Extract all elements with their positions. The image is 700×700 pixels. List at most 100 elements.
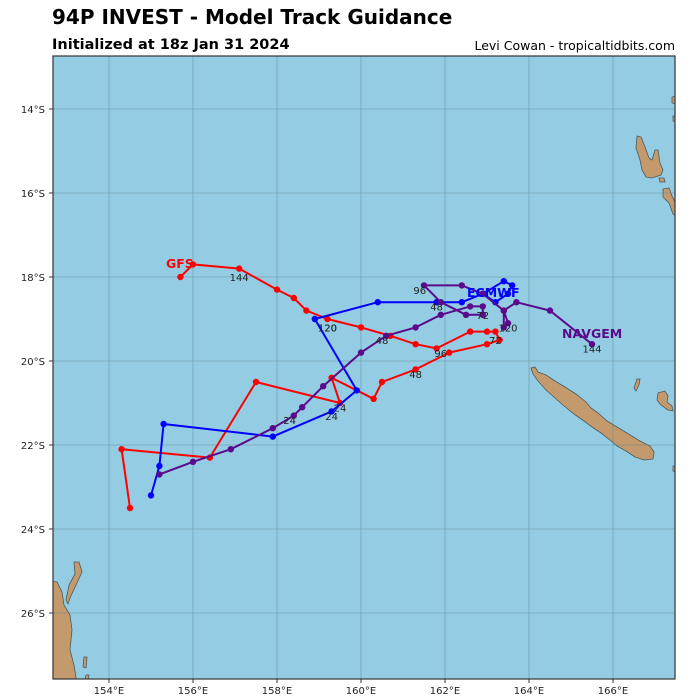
track-point	[492, 328, 499, 335]
track-point	[328, 408, 335, 415]
track-point	[588, 341, 596, 348]
loyalty-island-1	[633, 378, 641, 392]
navgem-track: 24 48 72 96 120 144	[156, 282, 602, 478]
track-point	[303, 307, 310, 314]
track-point	[483, 341, 491, 348]
forecast-hour-label: 24	[334, 403, 347, 414]
gridlines	[53, 56, 675, 679]
track-point	[546, 307, 554, 314]
fraser-island-land	[65, 561, 83, 606]
track-point	[160, 420, 167, 428]
lon-tick-label: 158°E	[262, 686, 292, 697]
forecast-hour-label: 48	[376, 336, 389, 347]
lon-tick-labels: 154°E 156°E 158°E 160°E 162°E 164°E 166°…	[94, 686, 628, 697]
track-point	[412, 341, 419, 348]
navgem-model-label: NAVGEM	[562, 326, 622, 341]
track-point	[446, 349, 453, 356]
forecast-hour-label: 24	[325, 412, 338, 423]
track-point	[118, 446, 125, 453]
lat-tick-label: 24°S	[21, 525, 45, 536]
gfs-track: 24 48 72 96 120 144	[118, 261, 503, 512]
track-point	[227, 446, 234, 453]
track-point	[458, 282, 465, 289]
vanuatu-malekula-land	[662, 187, 675, 216]
init-time-subtitle: Initialized at 18z Jan 31 2024	[52, 37, 290, 53]
forecast-hour-label: 48	[409, 370, 422, 381]
forecast-hour-label: 120	[318, 324, 337, 335]
moreton-island-land	[82, 656, 90, 679]
page-title: 94P INVEST - Model Track Guidance	[52, 5, 453, 29]
forecast-hour-label: 144	[230, 273, 249, 284]
track-point	[273, 286, 281, 293]
lon-tick-label: 166°E	[598, 686, 628, 697]
track-point	[467, 328, 474, 335]
lon-tick-label: 164°E	[514, 686, 544, 697]
track-point	[462, 311, 470, 318]
track-point	[320, 383, 327, 390]
track-point	[479, 290, 486, 297]
forecast-hour-label: 120	[318, 324, 337, 335]
axis-ticks	[49, 108, 614, 683]
track-point	[357, 324, 365, 331]
track-point	[504, 290, 512, 297]
track-point	[370, 395, 377, 402]
lat-tick-label: 20°S	[21, 357, 45, 368]
ecmwf-track: 24 48 120	[147, 278, 516, 499]
track-point	[252, 378, 260, 386]
track-point	[269, 433, 276, 440]
forecast-hour-label: 144	[582, 345, 601, 356]
track-point	[483, 328, 491, 335]
track-point	[500, 307, 507, 314]
lon-tick-label: 154°E	[94, 686, 124, 697]
track-point	[177, 273, 184, 281]
lat-tick-label: 18°S	[21, 273, 45, 284]
track-point	[496, 336, 503, 344]
lat-tick-labels: 14°S 16°S 18°S 20°S 22°S 24°S 26°S	[21, 105, 45, 620]
track-point	[437, 311, 444, 318]
track-point	[479, 303, 486, 310]
track-point	[353, 387, 360, 394]
track-point	[147, 492, 155, 499]
credit-text: Levi Cowan - tropicaltidbits.com	[474, 38, 675, 53]
track-point	[500, 278, 507, 285]
forecast-hour-label: 96	[434, 349, 447, 360]
forecast-hour-label: 72	[489, 336, 502, 347]
track-point	[290, 412, 297, 419]
loyalty-island-2	[656, 390, 674, 412]
track-point	[412, 324, 419, 331]
track-point	[189, 458, 197, 465]
track-point	[437, 299, 444, 306]
track-point	[299, 404, 306, 411]
track-point	[509, 282, 516, 289]
track-point	[412, 366, 419, 373]
australia-land	[53, 581, 77, 679]
track-point	[513, 299, 520, 306]
forecast-hour-label: 48	[430, 303, 443, 314]
track-point	[467, 303, 474, 310]
track-point	[156, 462, 163, 470]
track-point	[357, 349, 365, 356]
ecmwf-model-label: ECMWF	[467, 285, 519, 300]
forecast-hour-label: 96	[413, 286, 426, 297]
track-point	[126, 504, 134, 512]
forecast-hour-label: 24	[283, 416, 296, 427]
new-caledonia-land	[530, 366, 655, 461]
track-point	[378, 378, 386, 386]
ocean	[53, 56, 675, 679]
forecast-hour-label: 120	[498, 324, 517, 335]
track-point	[420, 282, 428, 289]
lon-tick-label: 162°E	[430, 686, 460, 697]
track-point	[479, 311, 486, 318]
track-point	[311, 315, 318, 323]
lat-tick-label: 16°S	[21, 189, 45, 200]
forecast-hour-label: 72	[476, 311, 489, 322]
track-point	[433, 345, 440, 352]
lon-tick-label: 160°E	[346, 686, 376, 697]
lat-tick-label: 22°S	[21, 441, 45, 452]
track-line	[150, 280, 514, 496]
track-point	[504, 320, 512, 327]
track-point	[383, 332, 390, 339]
lat-tick-label: 26°S	[21, 609, 45, 620]
